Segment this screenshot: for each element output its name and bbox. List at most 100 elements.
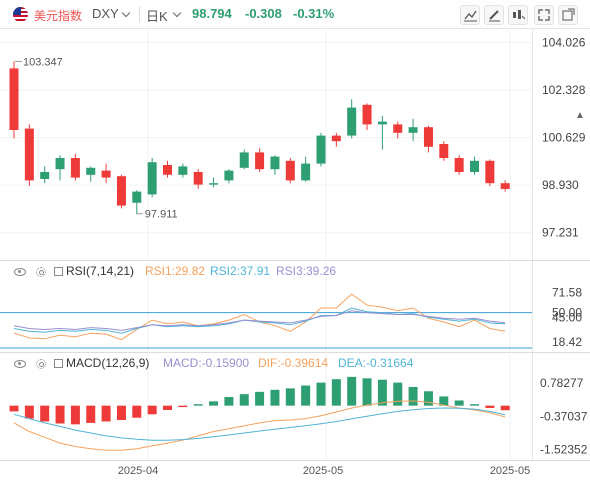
- fullscreen-button[interactable]: [534, 5, 554, 25]
- candle-body: [239, 152, 249, 168]
- time-axis-label: 2025-05: [490, 465, 530, 477]
- dif-value: DIF:-0.39614: [258, 356, 329, 370]
- gear-icon[interactable]: [36, 359, 46, 369]
- macd-histogram-bar: [40, 405, 50, 422]
- macd-histogram-bar: [408, 386, 418, 406]
- gear-icon[interactable]: [36, 267, 46, 277]
- price-tick-label: 104.026: [542, 35, 586, 49]
- macd-histogram-bar: [116, 405, 126, 421]
- macd-histogram-bar: [178, 405, 188, 408]
- macd-histogram-bar: [331, 379, 341, 406]
- candle-body: [485, 160, 495, 184]
- macd-tick-label: 0.78277: [540, 376, 584, 390]
- macd-value: MACD:-0.15900: [163, 356, 250, 370]
- candle-body: [9, 68, 19, 130]
- candle-body: [55, 158, 65, 170]
- macd-histogram-bar: [316, 382, 326, 406]
- macd-label: MACD(12,26,9): [66, 356, 150, 370]
- candle-body: [423, 127, 433, 147]
- macd-histogram-bar: [239, 394, 249, 406]
- rsi2-value: RSI2:37.91: [210, 264, 271, 278]
- macd-histogram-bar: [423, 391, 433, 406]
- price-tick-label: 98.930: [542, 178, 579, 192]
- us-flag-icon: [13, 7, 28, 22]
- candle-body: [316, 135, 326, 164]
- candle-body: [408, 127, 418, 133]
- rsi-label: RSI(7,14,21): [66, 264, 135, 278]
- candle-body: [132, 191, 142, 203]
- candle-body: [86, 167, 96, 175]
- eye-icon[interactable]: [14, 360, 26, 368]
- rsi-tick-label: 45.00: [552, 310, 582, 324]
- macd-histogram-bar: [101, 405, 111, 422]
- rsi-tick-label: 71.58: [552, 286, 582, 300]
- interval-selector[interactable]: 日K: [146, 9, 168, 24]
- macd-histogram-bar: [393, 382, 403, 406]
- rsi3-value: RSI3:39.26: [276, 264, 337, 278]
- pencil-icon: [489, 10, 500, 22]
- popup-icon: [562, 8, 575, 21]
- low-annotation: 97.911: [145, 209, 178, 221]
- candle-body: [439, 144, 449, 158]
- macd-histogram-bar: [439, 396, 449, 406]
- macd-histogram-bar: [147, 405, 157, 415]
- macd-histogram-bar: [362, 378, 372, 406]
- candle-body: [193, 172, 203, 185]
- chart-header: 美元指数 DXY 日K 98.794 -0.308 -0.31%: [0, 0, 590, 28]
- price-tick-label: 97.231: [542, 226, 579, 240]
- macd-histogram-bar: [193, 404, 203, 406]
- indicator-button[interactable]: [508, 5, 528, 25]
- price-change-percent: -0.31%: [293, 6, 335, 21]
- macd-histogram-bar: [86, 405, 96, 423]
- candle-body: [270, 156, 280, 170]
- rsi-panel-header: RSI(7,14,21) RSI1:29.82 RSI2:37.91 RSI3:…: [0, 264, 590, 280]
- price-tick-label: 100.629: [542, 131, 586, 145]
- candle-body: [101, 170, 111, 178]
- candle-body: [116, 176, 126, 206]
- macd-histogram-bar: [132, 405, 142, 418]
- dea-line: [13, 407, 506, 441]
- candle-body: [347, 107, 357, 136]
- macd-panel-header: MACD(12,26,9) MACD:-0.15900 DIF:-0.39614…: [0, 356, 590, 372]
- candle-body: [470, 160, 479, 172]
- macd-histogram-bar: [285, 388, 295, 406]
- last-price: 98.794: [192, 6, 232, 21]
- candle-body: [209, 183, 219, 185]
- rsi-tick-label: 18.42: [552, 335, 582, 349]
- collapse-scale-arrow-icon[interactable]: ▲: [575, 110, 585, 121]
- price-change: -0.308: [245, 6, 282, 21]
- candle-body: [40, 172, 50, 179]
- macd-histogram-bar: [470, 404, 479, 406]
- macd-histogram-bar: [224, 397, 234, 406]
- draw-tool-button[interactable]: [484, 5, 504, 25]
- candle-body: [178, 166, 188, 175]
- time-axis-label: 2025-05: [303, 465, 343, 477]
- macd-histogram-bar: [209, 401, 219, 406]
- macd-histogram-bar: [70, 405, 80, 425]
- candle-body: [377, 121, 387, 125]
- line-chart-button[interactable]: [460, 5, 480, 25]
- candle-body: [331, 135, 341, 142]
- candle-body: [362, 104, 372, 125]
- checkbox-icon[interactable]: [54, 267, 63, 276]
- header-divider: [139, 6, 140, 22]
- macd-histogram-bar: [301, 385, 311, 406]
- macd-histogram-bar: [500, 405, 510, 411]
- checkbox-icon[interactable]: [54, 359, 63, 368]
- time-axis-label: 2025-04: [118, 465, 158, 477]
- macd-histogram-bar: [255, 391, 265, 406]
- rsi-tick-label: 50.00: [552, 306, 582, 320]
- dif-line: [13, 400, 506, 451]
- macd-histogram-bar: [24, 405, 34, 419]
- candle-body: [393, 124, 403, 133]
- instrument-name[interactable]: 美元指数: [34, 9, 83, 23]
- macd-histogram-bar: [9, 405, 19, 412]
- eye-icon[interactable]: [14, 268, 26, 276]
- candle-body: [224, 170, 234, 181]
- instrument-symbol[interactable]: DXY: [92, 6, 119, 21]
- popup-button[interactable]: [558, 5, 578, 25]
- macd-histogram-bar: [163, 405, 172, 410]
- line-chart-icon: [464, 10, 477, 22]
- macd-histogram-bar: [377, 379, 387, 406]
